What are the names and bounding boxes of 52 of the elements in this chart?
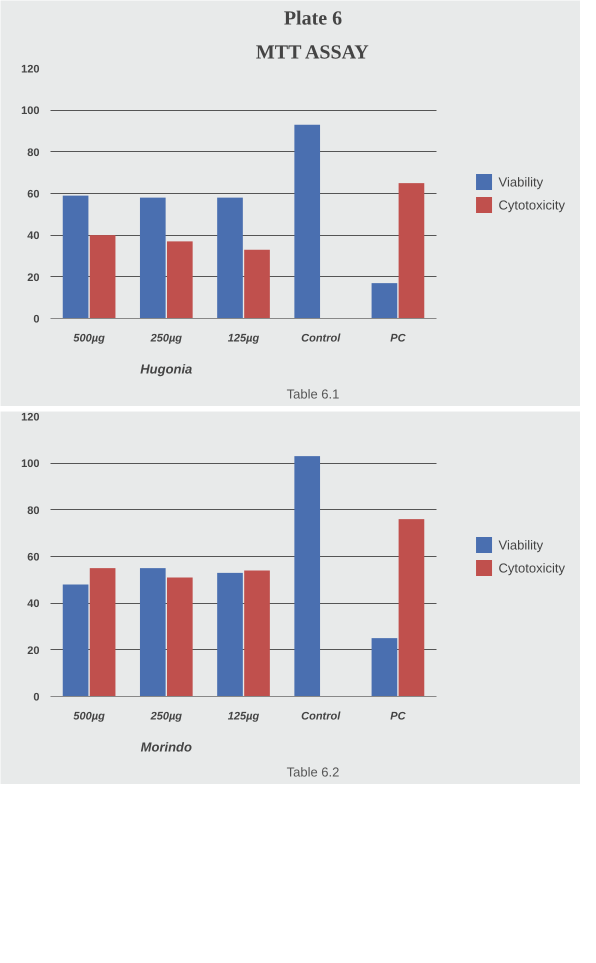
y-tick-label: 0 — [33, 314, 40, 326]
text: Hugonia — [140, 362, 192, 376]
y-tick-label: 40 — [27, 598, 40, 610]
y-tick-label: 20 — [27, 272, 40, 284]
bar — [90, 235, 116, 318]
bar — [294, 456, 320, 696]
bar — [62, 196, 88, 318]
y-tick-label: 80 — [27, 504, 40, 517]
bar — [244, 570, 270, 696]
legend-label: Cytotoxicity — [498, 560, 565, 575]
caption: Table 6.2 — [286, 764, 340, 780]
x-tick-label: Control — [301, 332, 342, 344]
y-tick-label: 60 — [27, 552, 40, 564]
y-tick-label: 0 — [33, 692, 40, 704]
bar — [140, 568, 166, 696]
x-tick-label: 125µg — [228, 710, 260, 722]
bar — [166, 241, 193, 318]
bar — [372, 638, 398, 696]
legend-label: Viability — [498, 174, 544, 189]
x-tick-label: 250µg — [150, 710, 182, 722]
x-tick-label: 250µg — [150, 332, 182, 344]
y-tick-label: 120 — [21, 64, 40, 76]
y-tick-label: 100 — [21, 105, 40, 118]
bar — [217, 198, 243, 318]
chart-subtitle: MTT ASSAY — [256, 42, 370, 64]
bar — [372, 283, 398, 318]
y-tick-label: 120 — [21, 412, 40, 424]
text: Morindo — [140, 740, 192, 754]
bar — [217, 572, 243, 696]
legend-label: Cytotoxicity — [498, 197, 565, 212]
caption: Table 6.1 — [286, 386, 340, 402]
y-tick-label: 80 — [27, 146, 40, 159]
bar — [244, 250, 270, 318]
x-tick-label: PC — [390, 710, 407, 722]
x-tick-label: 500µg — [73, 710, 106, 722]
x-tick-label: 125µg — [228, 332, 260, 344]
bar — [398, 183, 424, 318]
y-tick-label: 60 — [27, 188, 40, 200]
x-tick-label: Control — [301, 710, 342, 722]
bar — [90, 568, 116, 696]
y-tick-label: 40 — [27, 230, 40, 242]
legend-label: Viability — [498, 537, 544, 552]
bar — [398, 519, 424, 696]
y-tick-label: 20 — [27, 644, 40, 657]
y-tick-label: 100 — [21, 458, 40, 470]
x-tick-label: PC — [390, 332, 407, 344]
bar — [294, 124, 320, 318]
bar — [62, 584, 88, 696]
bar — [166, 578, 193, 696]
x-tick-label: 500µg — [73, 332, 106, 344]
chart-title: Plate 6 — [284, 8, 342, 30]
bar — [140, 198, 166, 318]
